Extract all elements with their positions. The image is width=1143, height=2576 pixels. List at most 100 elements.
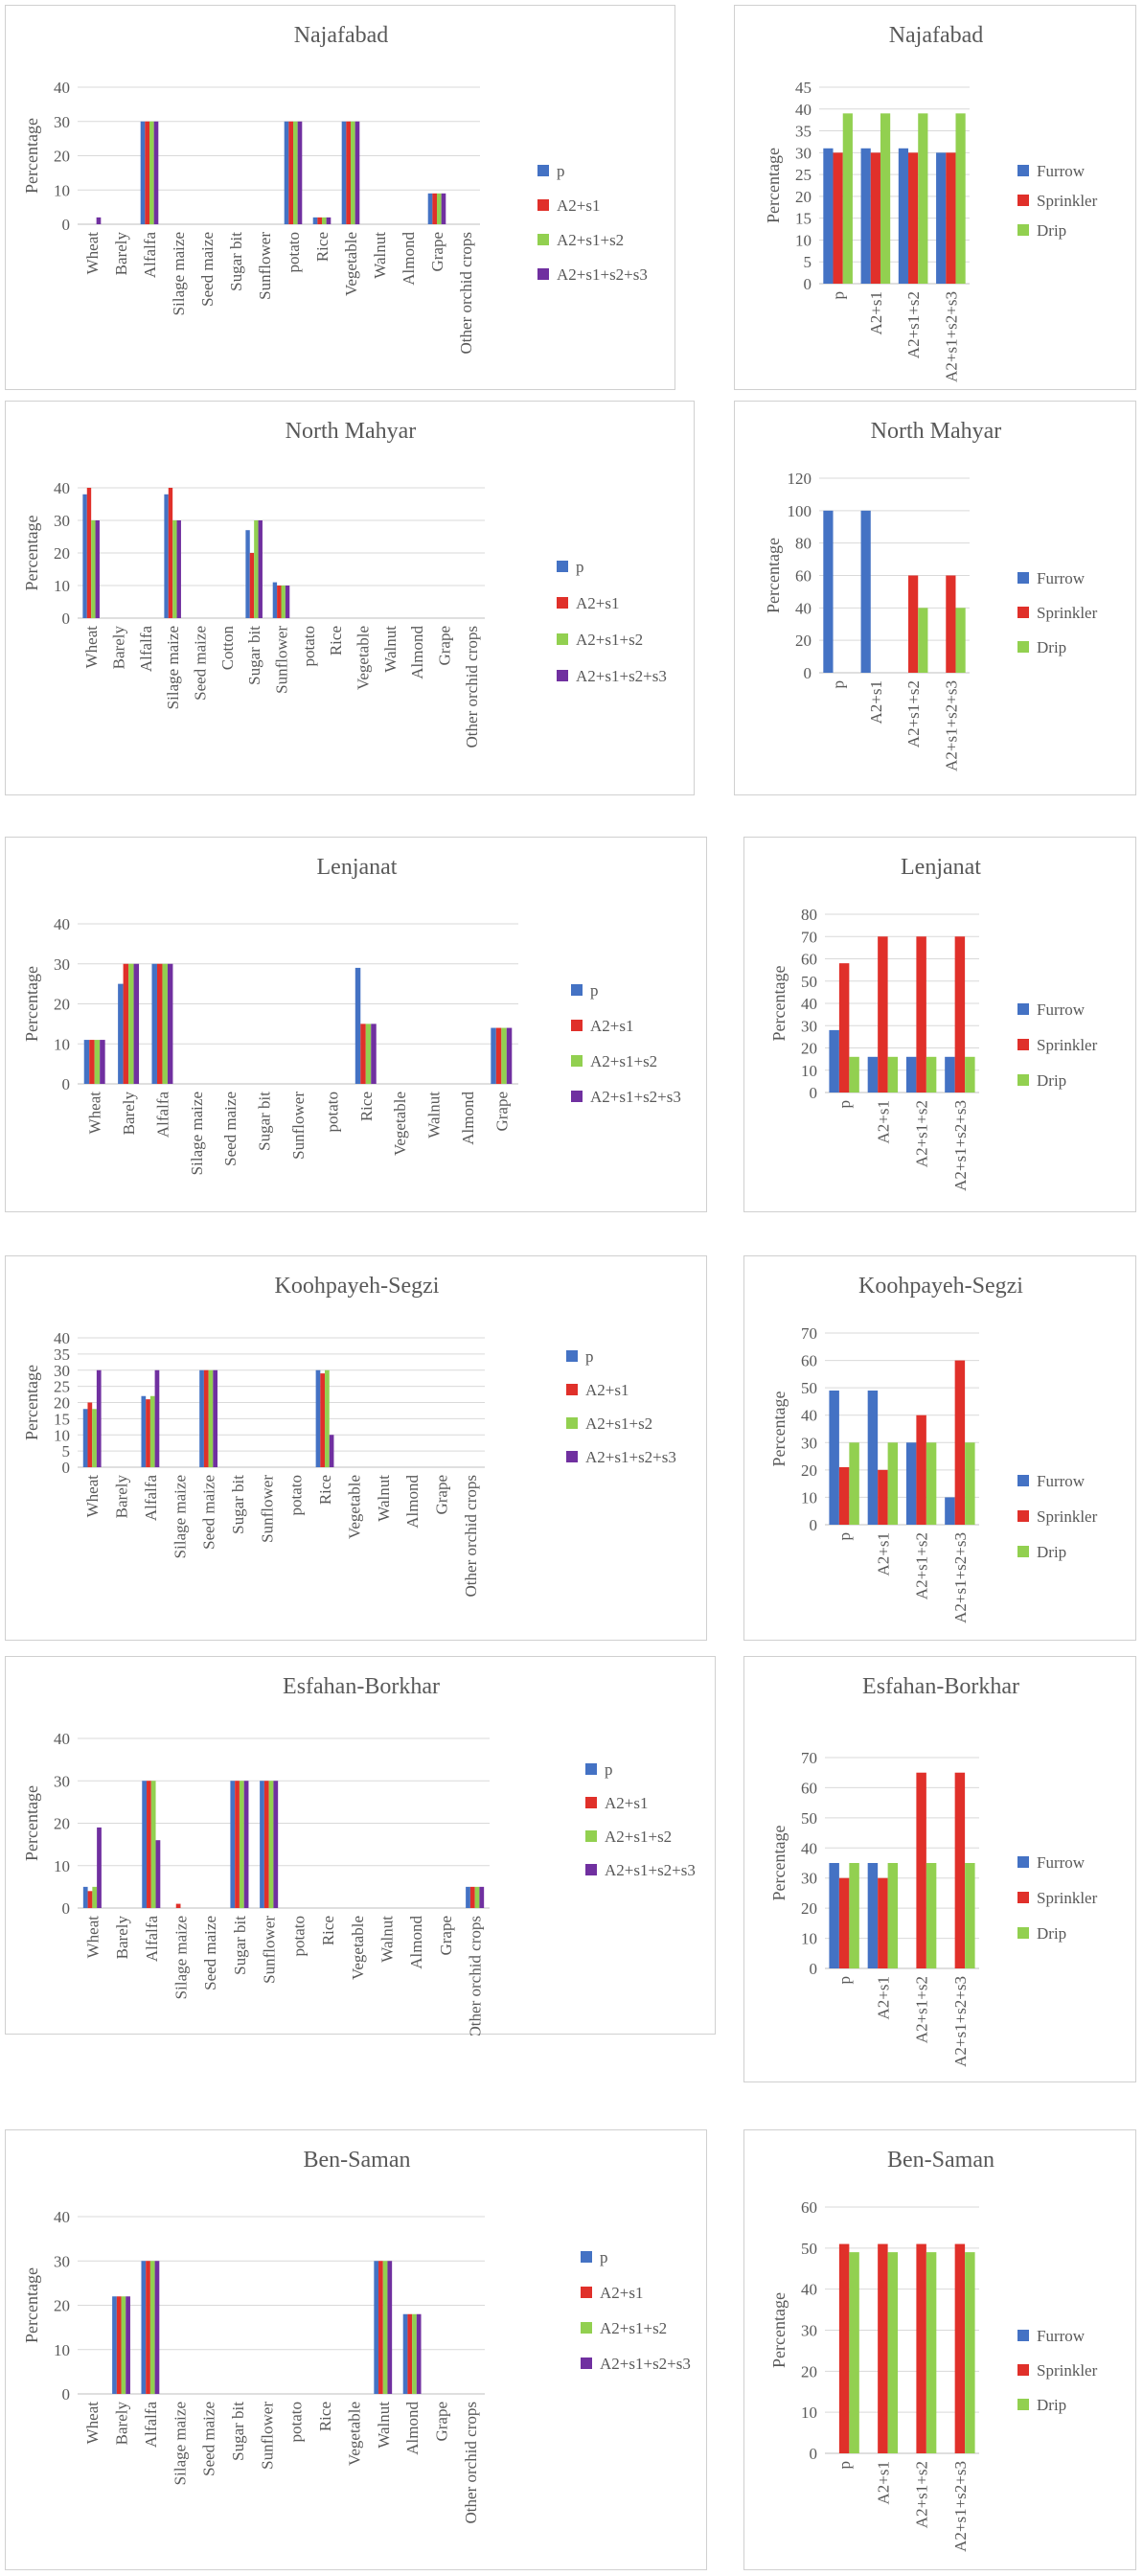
y-tick-label: 0 xyxy=(804,275,812,293)
y-tick-label: 40 xyxy=(54,79,70,97)
bar xyxy=(965,1863,975,1968)
x-tick-label: p xyxy=(835,1976,854,1985)
bar xyxy=(965,2252,975,2453)
x-tick-label: p xyxy=(830,291,848,300)
y-tick-label: 10 xyxy=(54,1426,70,1444)
y-tick-label: 20 xyxy=(795,632,812,650)
y-tick-label: 40 xyxy=(54,915,70,933)
legend-swatch xyxy=(581,2251,592,2263)
bar xyxy=(167,963,173,1084)
x-tick-label: Silage maize xyxy=(172,1916,191,1999)
x-tick-label: Barely xyxy=(112,232,130,276)
x-tick-label: potato xyxy=(300,626,318,667)
bar xyxy=(168,488,173,618)
bar xyxy=(260,1781,264,1908)
bar xyxy=(203,1369,209,1467)
legend-swatch xyxy=(537,199,549,211)
legend-label: A2+s1+s2 xyxy=(590,1052,657,1070)
bar xyxy=(878,1469,888,1525)
bar xyxy=(141,1395,147,1467)
x-tick-label: Almond xyxy=(400,232,418,286)
bar xyxy=(96,217,102,224)
y-axis-label: Percentage xyxy=(22,1785,41,1861)
chart-title: Koohpayeh-Segzi xyxy=(275,1274,440,1299)
x-tick-label: A2+s1+s2+s3 xyxy=(942,680,960,771)
bar xyxy=(823,148,834,284)
x-tick-label: Grape xyxy=(432,1475,450,1515)
x-tick-label: Sugar bit xyxy=(231,1916,249,1975)
bar xyxy=(133,963,140,1084)
bar xyxy=(176,520,181,618)
bar xyxy=(849,1863,859,1968)
y-tick-label: 40 xyxy=(801,1839,817,1857)
bar xyxy=(898,148,909,284)
x-tick-label: Almond xyxy=(403,2402,422,2455)
bar xyxy=(312,217,318,224)
bar xyxy=(322,217,327,224)
bar xyxy=(432,193,437,224)
y-tick-label: 20 xyxy=(54,1815,70,1833)
y-tick-label: 40 xyxy=(795,101,812,119)
y-tick-label: 15 xyxy=(795,210,812,228)
bar xyxy=(128,963,134,1084)
bar xyxy=(140,121,146,224)
y-tick-label: 20 xyxy=(54,148,70,166)
legend-label: Furrow xyxy=(1037,1000,1086,1019)
bar xyxy=(94,1040,101,1084)
legend-label: A2+s1+s2 xyxy=(576,631,643,649)
bar xyxy=(325,1369,330,1467)
y-tick-label: 40 xyxy=(801,2281,817,2299)
chart-panel: Ben-Saman 0 10 20 30 40 50 60 Percentage p A2+s1 A2… xyxy=(743,2129,1136,2570)
x-tick-label: Vegetable xyxy=(345,1475,363,1539)
y-axis-label: Percentage xyxy=(769,966,789,1042)
bar xyxy=(249,553,255,618)
bar xyxy=(146,1399,150,1467)
legend-swatch xyxy=(1017,1039,1029,1050)
x-tick-label: Alfalfa xyxy=(141,232,159,279)
x-tick-label: Rice xyxy=(357,1092,376,1121)
y-tick-label: 70 xyxy=(801,928,817,946)
chart-panel: North Mahyar 0 10 20 30 40 Percentage Wheat Bare… xyxy=(5,401,695,795)
bar xyxy=(849,2252,859,2453)
y-tick-label: 10 xyxy=(54,2341,70,2359)
bar xyxy=(365,1024,372,1084)
bar xyxy=(87,1891,93,1908)
y-tick-label: 15 xyxy=(54,1410,70,1428)
bar xyxy=(360,1024,366,1084)
bar xyxy=(154,1369,160,1467)
y-tick-label: 30 xyxy=(54,955,70,974)
legend-label: Furrow xyxy=(1037,1472,1086,1490)
chart-panel: Koohpayeh-Segzi 0 5 10 15 20 25 30 35 40 Percentag… xyxy=(5,1255,707,1641)
y-tick-label: 0 xyxy=(810,1516,818,1534)
bar xyxy=(116,2296,122,2394)
x-tick-label: A2+s1 xyxy=(874,2461,892,2504)
bar xyxy=(141,2261,147,2394)
bar xyxy=(156,963,163,1084)
legend-label: A2+s1 xyxy=(600,2284,643,2302)
legend-label: Sprinkler xyxy=(1037,1889,1098,1907)
bar xyxy=(887,1442,899,1525)
bar xyxy=(860,148,871,284)
y-axis-label: Percentage xyxy=(22,516,41,591)
bar xyxy=(946,152,956,284)
bar xyxy=(955,608,966,673)
bar xyxy=(916,1772,926,1968)
x-tick-label: Seed maize xyxy=(221,1092,240,1166)
chart-panel: Lenjanat 0 10 20 30 40 Percentage Wheat Barely Al… xyxy=(5,837,707,1212)
y-tick-label: 20 xyxy=(801,1040,817,1058)
y-tick-label: 60 xyxy=(795,567,812,586)
bar xyxy=(354,121,360,224)
bar xyxy=(412,2313,417,2394)
x-tick-label: Sugar bit xyxy=(245,626,263,685)
bar xyxy=(208,1369,214,1467)
x-tick-label: A2+s1+s2 xyxy=(913,1100,931,1167)
chart-svg: Najafabad 0 10 20 30 40 Percentage Wheat Barely A… xyxy=(22,23,648,354)
x-tick-label: Grape xyxy=(436,626,454,666)
bar xyxy=(838,1467,850,1525)
x-tick-label: Wheat xyxy=(83,1916,102,1959)
y-tick-label: 0 xyxy=(62,1459,71,1477)
x-tick-label: Wheat xyxy=(83,232,102,275)
y-tick-label: 50 xyxy=(801,2240,817,2258)
x-tick-label: A2+s1+s2+s3 xyxy=(951,2461,970,2552)
legend-label: Furrow xyxy=(1037,569,1086,587)
